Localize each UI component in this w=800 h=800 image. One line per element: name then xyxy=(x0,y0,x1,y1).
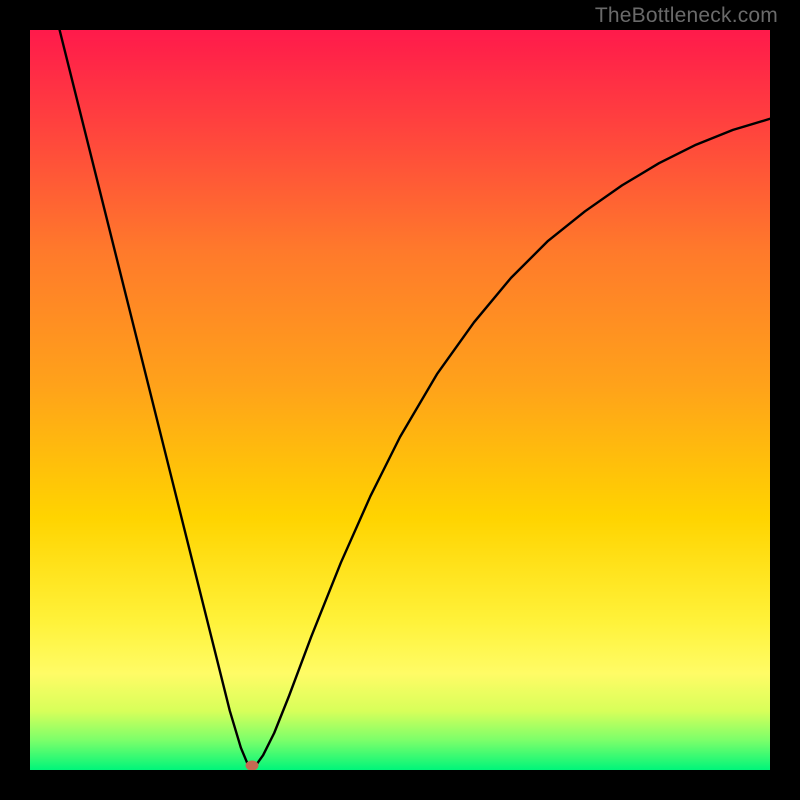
plot-area xyxy=(30,30,770,770)
curve-left-branch xyxy=(60,30,249,766)
curve-right-branch xyxy=(256,119,770,766)
watermark-text: TheBottleneck.com xyxy=(595,4,778,28)
curve-svg xyxy=(30,30,770,770)
